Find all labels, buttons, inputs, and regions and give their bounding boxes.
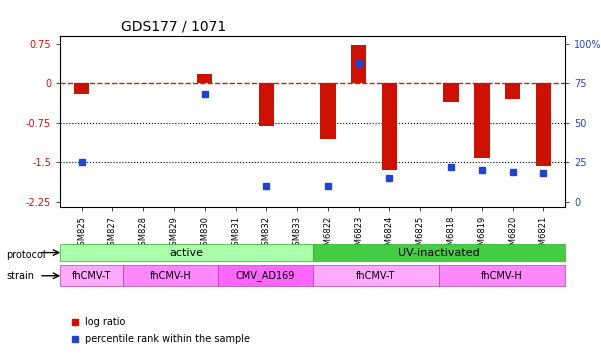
- Text: UV-inactivated: UV-inactivated: [398, 247, 480, 258]
- Bar: [505, 83, 520, 99]
- Text: GDS177 / 1071: GDS177 / 1071: [121, 19, 226, 33]
- Text: fhCMV-H: fhCMV-H: [150, 271, 191, 281]
- Text: percentile rank within the sample: percentile rank within the sample: [85, 334, 251, 344]
- Text: fhCMV-H: fhCMV-H: [481, 271, 523, 281]
- Bar: [474, 83, 490, 158]
- FancyBboxPatch shape: [439, 265, 565, 286]
- Text: CMV_AD169: CMV_AD169: [236, 270, 295, 281]
- Bar: [351, 45, 367, 83]
- FancyBboxPatch shape: [218, 265, 313, 286]
- Bar: [320, 83, 335, 139]
- Text: fhCMV-T: fhCMV-T: [72, 271, 111, 281]
- Bar: [74, 83, 90, 94]
- Text: fhCMV-T: fhCMV-T: [356, 271, 395, 281]
- Text: active: active: [169, 247, 203, 258]
- FancyBboxPatch shape: [60, 244, 313, 261]
- Text: log ratio: log ratio: [85, 317, 126, 327]
- Bar: [197, 74, 213, 83]
- Text: strain: strain: [6, 271, 34, 281]
- FancyBboxPatch shape: [313, 265, 439, 286]
- Bar: [535, 83, 551, 166]
- FancyBboxPatch shape: [123, 265, 218, 286]
- Bar: [382, 83, 397, 170]
- FancyBboxPatch shape: [313, 244, 565, 261]
- FancyBboxPatch shape: [60, 265, 123, 286]
- Text: protocol: protocol: [6, 250, 46, 260]
- Bar: [258, 83, 274, 126]
- Bar: [444, 83, 459, 102]
